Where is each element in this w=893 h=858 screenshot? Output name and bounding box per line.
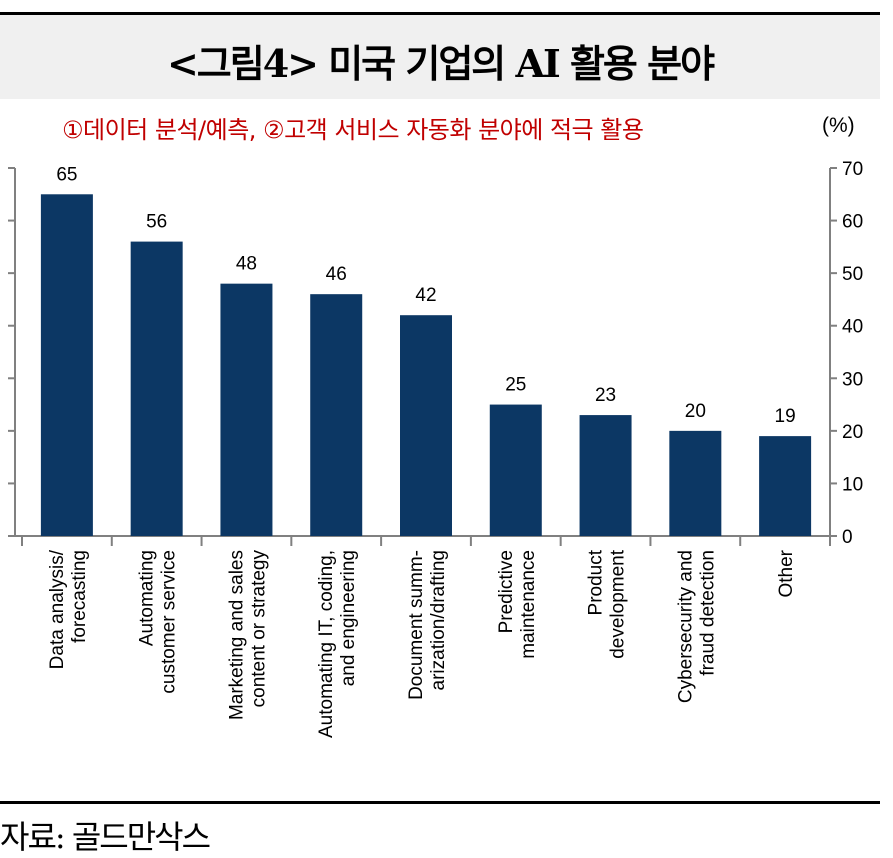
bar-chart: 0 10 20 30 40 50 60 70 65 Data analysis/forecasti… xyxy=(8,159,863,738)
y-tick-label: 50 xyxy=(842,264,863,285)
x-category-label-line: Data analysis/ xyxy=(47,549,68,669)
bar xyxy=(400,315,452,536)
x-category-label: Marketing and salescontent or strategy xyxy=(226,550,269,721)
x-category-label-line: and engineering xyxy=(338,550,359,686)
y-tick-label: 30 xyxy=(842,369,863,390)
x-category-label-line: Predictive xyxy=(496,550,517,633)
y-tick-label: 20 xyxy=(842,422,863,443)
bar xyxy=(759,436,812,536)
x-category-label: Other xyxy=(776,549,797,597)
x-category-label-line: content or strategy xyxy=(248,550,269,708)
data-label: 42 xyxy=(415,285,436,306)
x-category-label: Predictivemaintenance xyxy=(496,550,539,659)
x-category-label-line: Marketing and sales xyxy=(226,550,247,720)
data-label: 20 xyxy=(685,401,706,422)
x-category-label-line: customer service xyxy=(159,550,180,694)
x-category-label: Productdevelopment xyxy=(586,549,629,659)
y-tick-label: 10 xyxy=(842,474,863,495)
x-category-label: Data analysis/forecasting xyxy=(47,549,90,669)
x-category-label: Automating IT, coding,and engineering xyxy=(316,550,359,738)
unit-label: (%) xyxy=(822,114,855,137)
y-tick-label: 60 xyxy=(842,212,863,233)
bar xyxy=(130,241,183,536)
data-label: 25 xyxy=(505,375,526,396)
x-category-label-line: fraud detection xyxy=(697,550,718,676)
source-note: 자료: 골드만삭스 xyxy=(0,818,211,856)
bar xyxy=(489,404,542,536)
bar xyxy=(40,194,93,537)
top-rule xyxy=(0,12,880,15)
x-category-label-line: Product xyxy=(586,549,607,615)
bottom-rule xyxy=(0,801,880,804)
data-label: 46 xyxy=(326,264,347,285)
data-label: 48 xyxy=(236,254,257,275)
x-category-label-line: forecasting xyxy=(69,550,90,643)
bar xyxy=(310,294,363,536)
x-category-label: Automatingcustomer service xyxy=(137,550,180,694)
data-label: 56 xyxy=(146,212,167,233)
chart-title: <그림4> 미국 기업의 AI 활용 분야 xyxy=(166,41,715,86)
x-category-label-line: Cybersecurity and xyxy=(675,550,696,703)
data-label: 19 xyxy=(775,406,796,427)
y-tick-label: 70 xyxy=(842,159,863,180)
title-band xyxy=(0,15,880,99)
y-tick-label: 0 xyxy=(842,527,853,548)
data-label: 23 xyxy=(595,385,616,406)
chart-subtitle: ①데이터 분석/예측, ②고객 서비스 자동화 분야에 적극 활용 xyxy=(62,116,644,144)
x-category-label: Document summ-arization/drafting xyxy=(406,550,449,700)
x-category-label-line: Automating IT, coding, xyxy=(316,550,337,738)
x-category-label-line: arization/drafting xyxy=(428,550,449,690)
bar xyxy=(669,430,722,536)
x-category-label-line: Document summ- xyxy=(406,550,427,700)
x-category-label: Cybersecurity andfraud detection xyxy=(675,550,718,703)
x-category-label-line: development xyxy=(608,549,629,659)
bar xyxy=(220,283,273,536)
x-category-label-line: Automating xyxy=(137,550,158,646)
y-tick-label: 40 xyxy=(842,317,863,338)
data-label: 65 xyxy=(56,164,77,185)
x-category-label-line: maintenance xyxy=(518,550,539,659)
x-category-label-line: Other xyxy=(776,549,797,597)
bar xyxy=(579,415,632,536)
